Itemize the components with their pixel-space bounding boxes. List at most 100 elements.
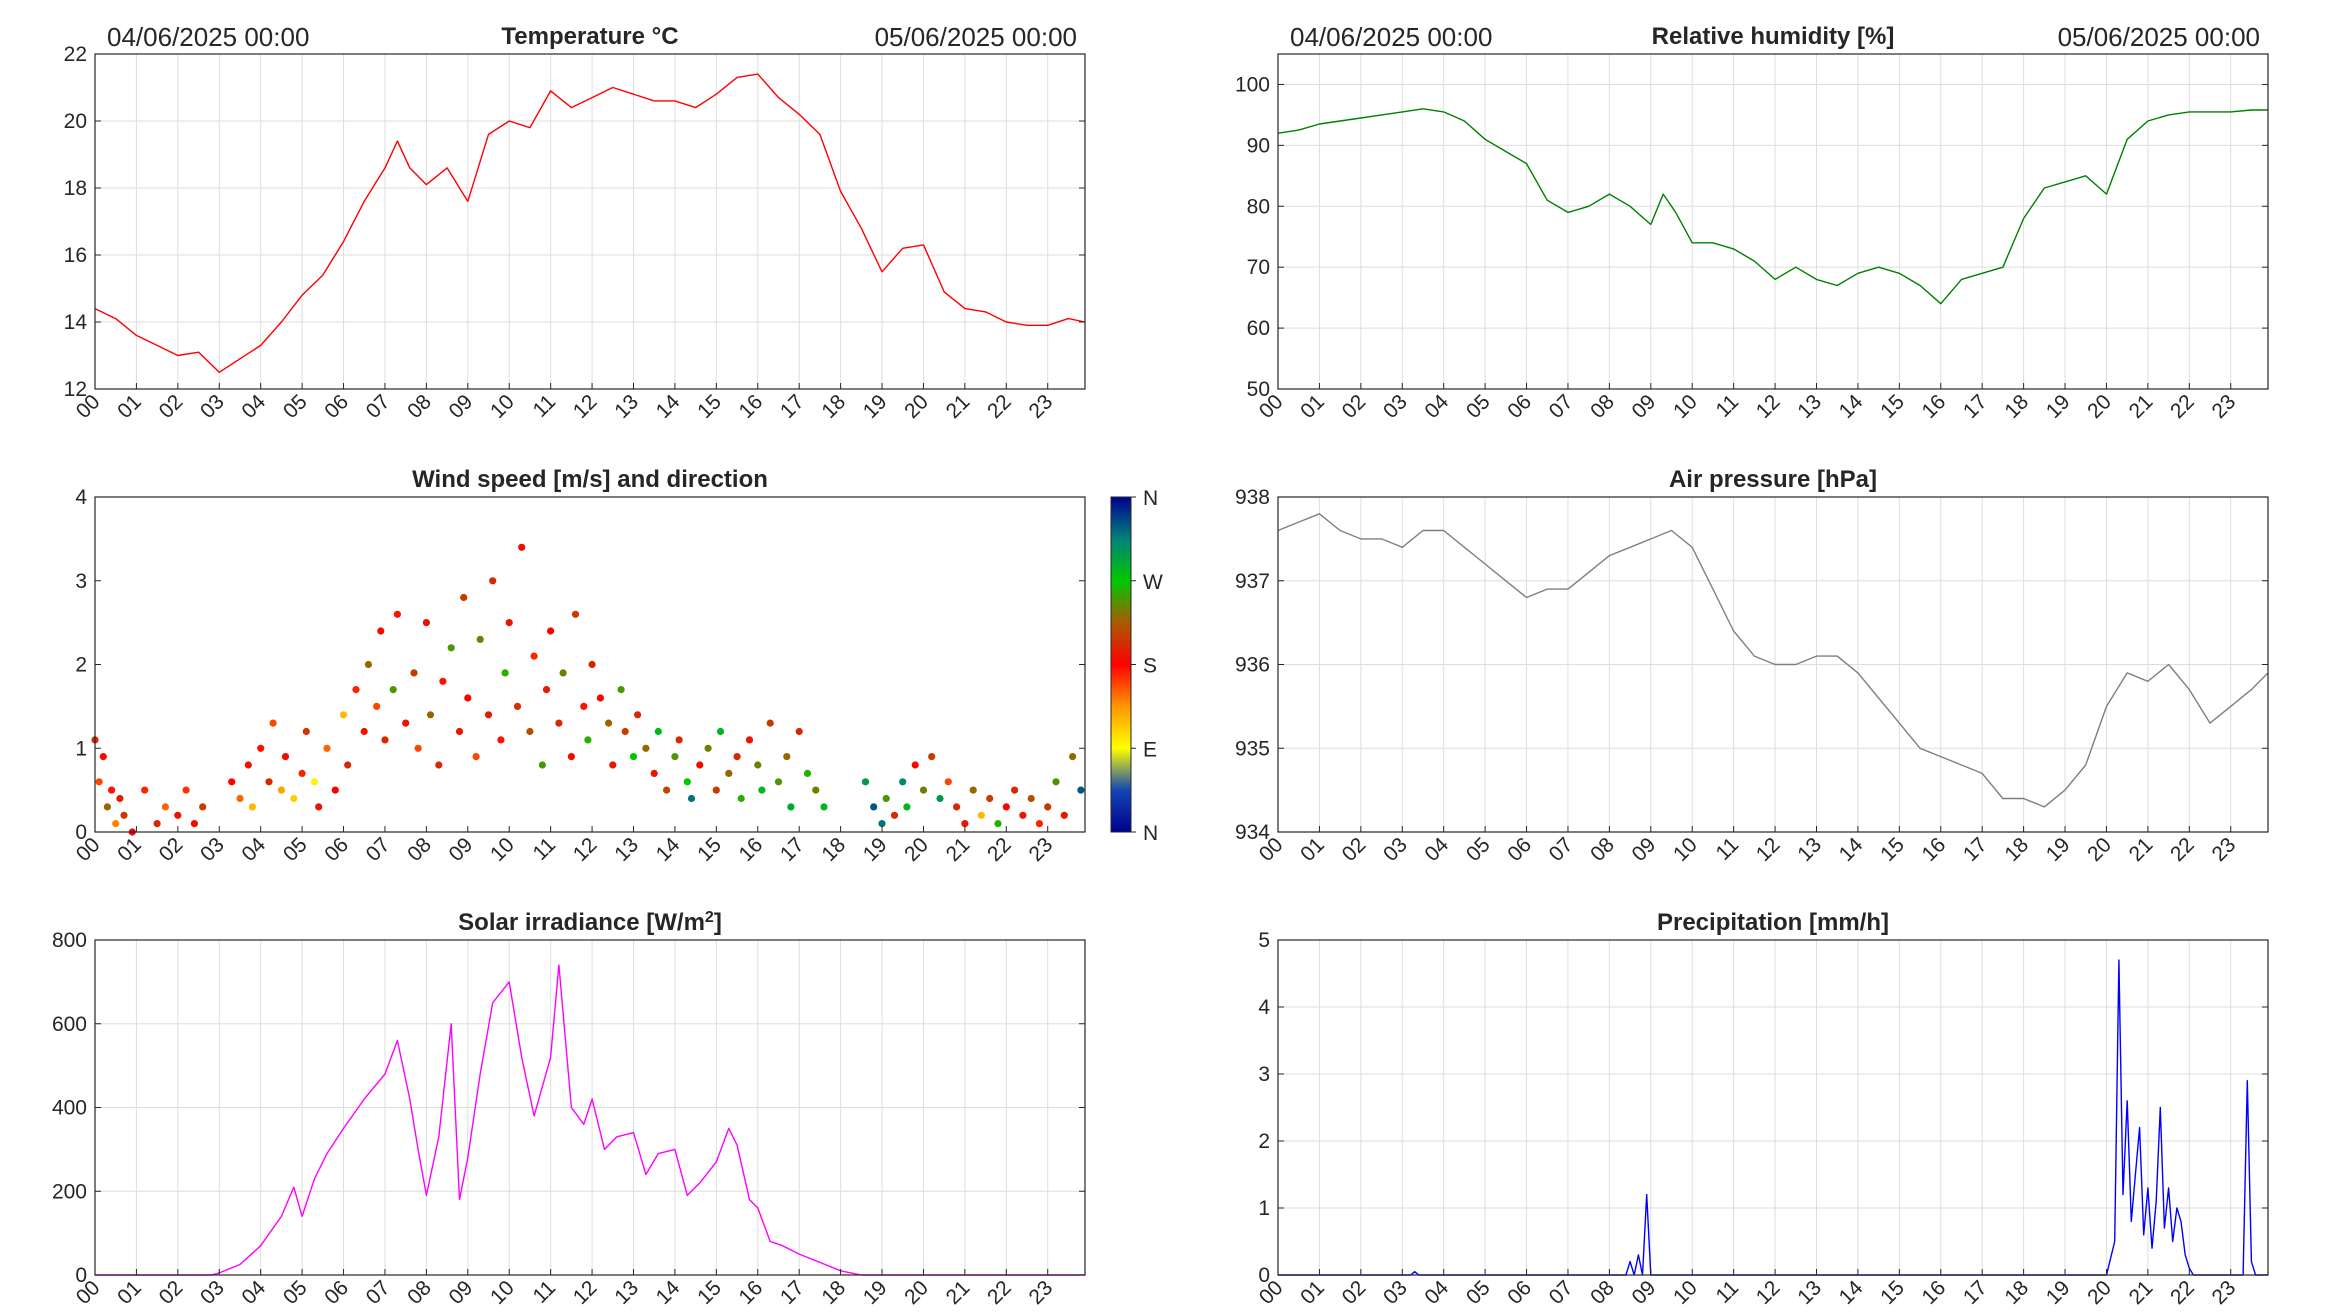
y-tick-label: 3	[1258, 1063, 1270, 1086]
x-tick-label: 18	[817, 833, 850, 866]
wind-point	[683, 778, 691, 786]
wind-point	[687, 794, 696, 803]
x-tick-label: 11	[1711, 833, 1743, 865]
wind-point	[439, 677, 447, 685]
wind-point	[103, 803, 111, 811]
wind-point	[812, 786, 820, 794]
wind-point	[928, 753, 936, 761]
colorbar-label: N	[1143, 822, 1158, 845]
y-tick-label: 90	[1247, 134, 1270, 157]
wind-point	[1077, 786, 1085, 794]
y-tick-label: 18	[64, 177, 87, 200]
x-tick-label: 16	[735, 390, 768, 423]
wind-point	[936, 794, 944, 803]
y-tick-label: 50	[1247, 378, 1270, 401]
x-tick-label: 06	[1503, 1276, 1536, 1309]
wind-point	[402, 719, 410, 727]
wind-point	[969, 786, 977, 794]
x-tick-label: 23	[2207, 833, 2240, 866]
y-tick-label: 22	[64, 43, 87, 66]
x-tick-label: 22	[2166, 390, 2199, 423]
y-tick-label: 100	[1235, 73, 1270, 96]
wind-point	[861, 778, 870, 786]
wind-point	[464, 694, 472, 702]
wind-point	[919, 786, 928, 794]
wind-point	[903, 803, 911, 811]
wind-point	[182, 786, 190, 794]
temperature-series-line	[94, 73, 1086, 373]
x-tick-label: 01	[1296, 1276, 1329, 1309]
wind-point	[621, 727, 629, 736]
wind-point	[190, 820, 198, 828]
x-tick-label: 22	[983, 833, 1016, 866]
x-tick-label: 02	[1338, 390, 1371, 423]
x-tick-label: 21	[2125, 1276, 2158, 1309]
x-tick-label: 10	[486, 833, 519, 866]
x-tick-label: 12	[1752, 1276, 1785, 1309]
plot-frame	[1277, 53, 2269, 390]
wind-point	[712, 786, 720, 794]
x-tick-label: 23	[2207, 1276, 2240, 1309]
x-tick-label: 07	[1545, 1276, 1578, 1309]
wind-point	[389, 686, 397, 694]
x-tick-label: 19	[2042, 1276, 2075, 1309]
wind-point	[364, 660, 372, 669]
x-tick-label: 07	[362, 1276, 395, 1309]
wind-point	[489, 577, 497, 585]
chart-title: Wind speed [m/s] and direction	[412, 466, 768, 493]
wind-point	[803, 769, 812, 778]
y-tick-label: 1	[1258, 1197, 1270, 1220]
wind-point	[663, 786, 671, 794]
wind-point	[605, 719, 613, 727]
wind-point	[596, 694, 605, 702]
y-tick-label: 935	[1235, 737, 1270, 760]
x-tick-label: 19	[859, 833, 892, 866]
wind-point	[381, 736, 389, 744]
wind-point	[281, 753, 290, 761]
wind-point	[555, 719, 563, 727]
x-tick-label: 04	[1420, 1276, 1453, 1309]
colorbar-label: S	[1143, 655, 1157, 678]
x-tick-label: 06	[320, 1276, 353, 1309]
x-tick-label: 06	[1503, 833, 1536, 866]
x-tick-label: 18	[817, 1276, 850, 1309]
x-tick-label: 03	[1379, 1276, 1412, 1309]
x-tick-label: 12	[569, 833, 602, 866]
plot-frame	[94, 53, 1086, 390]
plot-frame	[1277, 939, 2269, 1276]
wind-point	[501, 669, 509, 677]
wind-point	[472, 753, 480, 761]
x-tick-label: 14	[1835, 390, 1868, 423]
wind-point	[542, 686, 551, 694]
humidity-series-line	[1277, 108, 2268, 305]
wind-point	[675, 736, 683, 744]
wind-point	[236, 794, 244, 803]
wind-point	[161, 803, 169, 811]
wind-point	[994, 820, 1002, 828]
wind-point	[654, 727, 662, 736]
y-tick-label: 2	[75, 654, 87, 677]
wind-point	[1011, 786, 1019, 794]
x-tick-label: 01	[113, 390, 146, 423]
x-tick-label: 08	[403, 833, 436, 866]
x-tick-label: 06	[320, 833, 353, 866]
x-tick-label: 06	[320, 390, 353, 423]
x-tick-label: 15	[1876, 1276, 1909, 1309]
x-tick-label: 08	[1586, 1276, 1619, 1309]
wind-point	[302, 727, 310, 736]
x-tick-label: 16	[735, 833, 768, 866]
wind-point	[584, 736, 592, 744]
x-tick-label: 22	[2166, 833, 2199, 866]
wind-point	[567, 753, 576, 761]
chart-title: Air pressure [hPa]	[1669, 466, 1877, 493]
wind-point	[339, 711, 348, 719]
x-tick-label: 14	[652, 1276, 685, 1309]
wind-point	[518, 543, 526, 551]
wind-point	[1044, 803, 1052, 811]
x-tick-label: 18	[2000, 833, 2033, 866]
wind-point	[435, 761, 443, 769]
